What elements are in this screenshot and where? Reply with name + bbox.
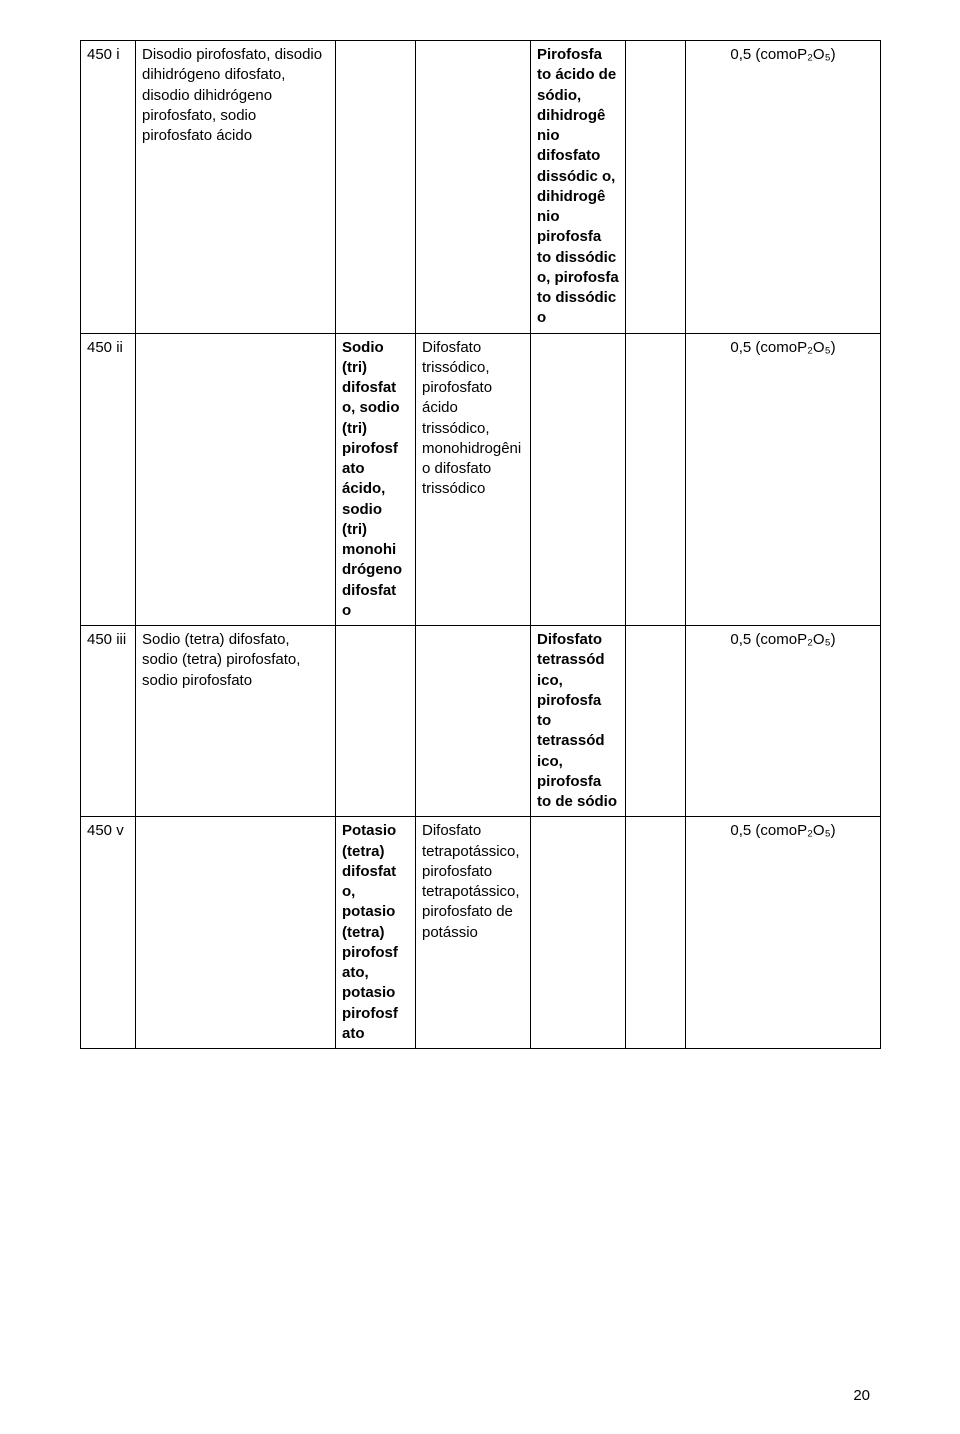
cell-col3 — [336, 626, 416, 817]
table-row: 450 i Disodio pirofosfato, disodio dihid… — [81, 41, 881, 334]
cell-col4 — [416, 41, 531, 334]
document-page: 450 i Disodio pirofosfato, disodio dihid… — [0, 0, 960, 1434]
cell-col4: Difosfato trissódico, pirofosfato ácido … — [416, 333, 531, 626]
cell-col6 — [626, 817, 686, 1049]
cell-col2: Sodio (tetra) difosfato, sodio (tetra) p… — [136, 626, 336, 817]
cell-col3 — [336, 41, 416, 334]
table-row: 450 iii Sodio (tetra) difosfato, sodio (… — [81, 626, 881, 817]
cell-col5 — [531, 817, 626, 1049]
cell-col6 — [626, 626, 686, 817]
cell-col5: Pirofosfa to ácido de sódio, dihidrogê n… — [531, 41, 626, 334]
cell-col2 — [136, 333, 336, 626]
cell-col6 — [626, 41, 686, 334]
cell-id: 450 iii — [81, 626, 136, 817]
cell-col4 — [416, 626, 531, 817]
cell-col5: Difosfato tetrassód ico, pirofosfa to te… — [531, 626, 626, 817]
cell-col6 — [626, 333, 686, 626]
table-row: 450 v Potasio (tetra) difosfat o, potasi… — [81, 817, 881, 1049]
cell-id: 450 ii — [81, 333, 136, 626]
cell-id: 450 i — [81, 41, 136, 334]
data-table: 450 i Disodio pirofosfato, disodio dihid… — [80, 40, 881, 1049]
cell-id: 450 v — [81, 817, 136, 1049]
cell-col5 — [531, 333, 626, 626]
cell-col4: Difosfato tetrapotássico, pirofosfato te… — [416, 817, 531, 1049]
cell-col7: 0,5 (comoP₂O₅) — [686, 333, 881, 626]
cell-col2 — [136, 817, 336, 1049]
cell-col7: 0,5 (comoP₂O₅) — [686, 626, 881, 817]
cell-col3: Potasio (tetra) difosfat o, potasio (tet… — [336, 817, 416, 1049]
table-body: 450 i Disodio pirofosfato, disodio dihid… — [81, 41, 881, 1049]
cell-col7: 0,5 (comoP₂O₅) — [686, 817, 881, 1049]
table-row: 450 ii Sodio (tri) difosfat o, sodio (tr… — [81, 333, 881, 626]
cell-col2: Disodio pirofosfato, disodio dihidrógeno… — [136, 41, 336, 334]
page-number: 20 — [853, 1387, 870, 1404]
cell-col7: 0,5 (comoP₂O₅) — [686, 41, 881, 334]
cell-col3: Sodio (tri) difosfat o, sodio (tri) piro… — [336, 333, 416, 626]
